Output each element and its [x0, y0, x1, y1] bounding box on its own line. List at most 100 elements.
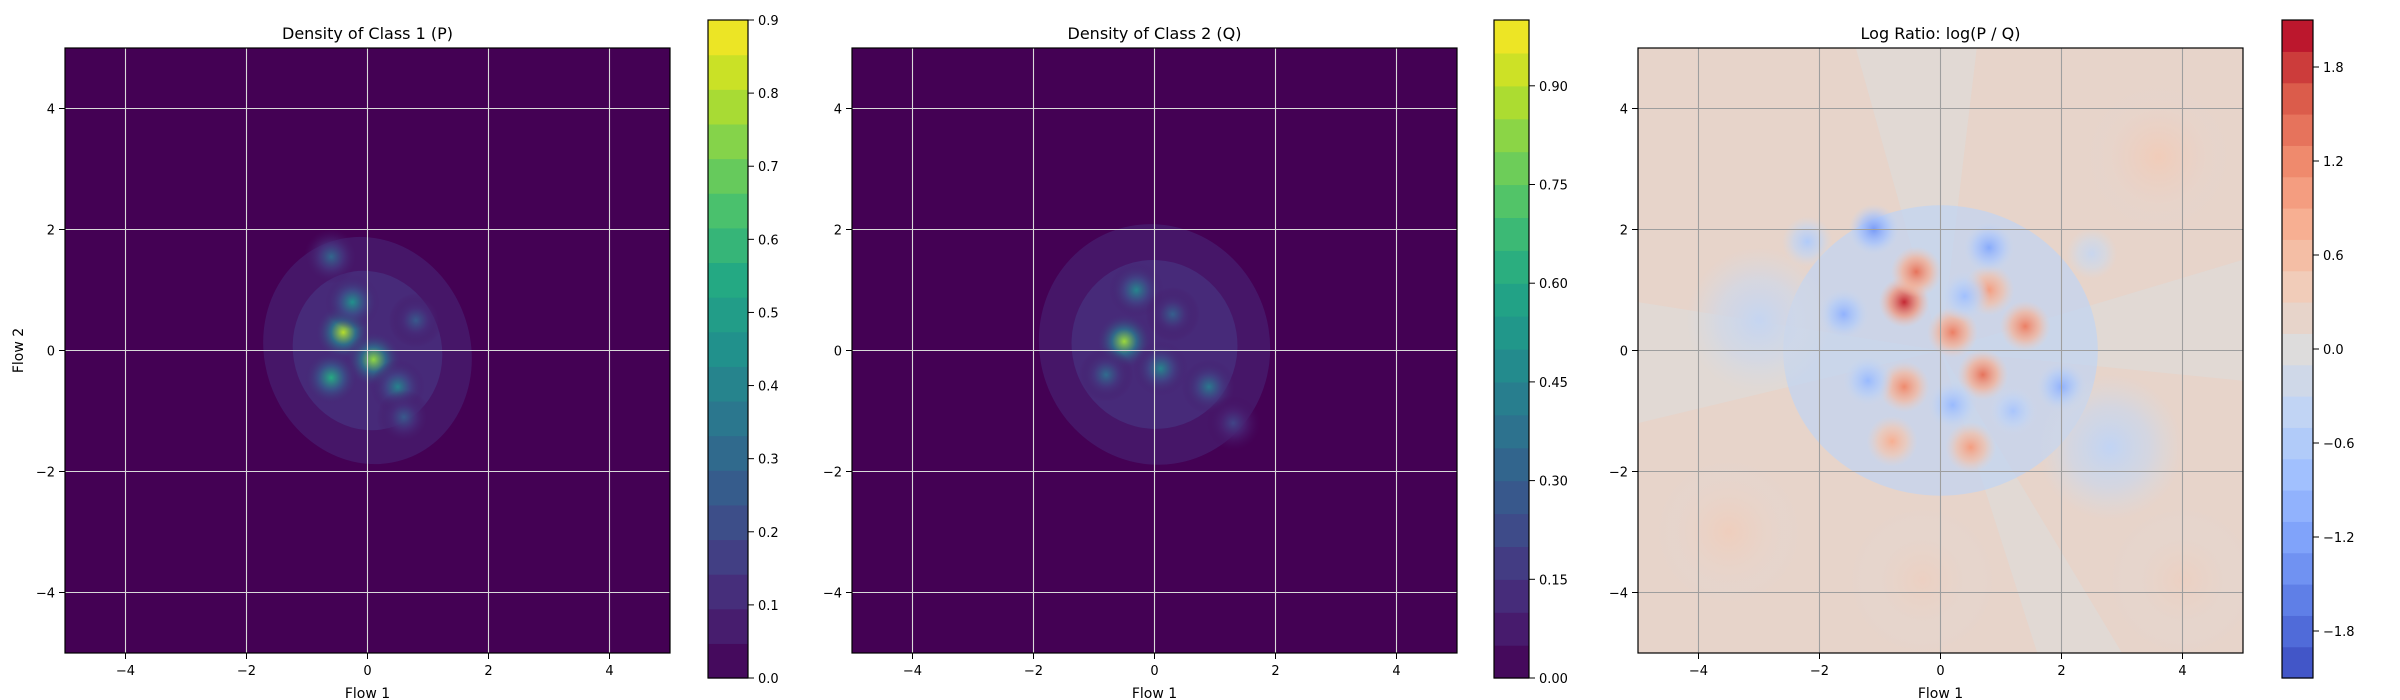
colorbar: 0.0 0.1 0.2 0.3 0.4 0.5 0.6 0.7 0.8 0.9 — [707, 14, 779, 687]
colorbar-tick-label: 0.5 — [758, 306, 779, 321]
colorbar-segment — [1494, 645, 1529, 679]
x-axis-label: Flow 1 — [1132, 686, 1177, 700]
y-tick-label: −2 — [823, 466, 842, 481]
colorbar-segment — [1494, 283, 1529, 317]
x-tick-label: −2 — [1810, 664, 1829, 679]
density-peak — [1133, 341, 1188, 396]
colorbar-segment — [1494, 579, 1529, 613]
colorbar-tick-label: 0.7 — [758, 160, 779, 175]
y-tick-label: 0 — [47, 345, 55, 360]
x-tick-label: 4 — [2178, 664, 2186, 679]
colorbar-segment — [1494, 151, 1529, 186]
colorbar-tick-label: 0.45 — [1539, 376, 1568, 391]
ratio-feature — [1781, 216, 1833, 268]
subplot-log-ratio: Log Ratio: log(P / Q) Flow 1 −4 −2 0 2 4 −4 −2… — [1609, 19, 2355, 700]
ratio-feature — [1939, 270, 1991, 322]
colorbar-segment — [1494, 20, 1529, 54]
colorbar-tick-label: 0.9 — [758, 14, 779, 29]
y-tick-label: −4 — [1609, 587, 1628, 602]
colorbar-tick-label: 0.3 — [758, 453, 779, 468]
density-peak — [388, 293, 444, 348]
colorbar-segment — [1494, 85, 1529, 120]
x-tick-label: 0 — [1150, 664, 1158, 679]
colorbar-tick-label: 0.0 — [758, 672, 779, 687]
ratio-feature — [2109, 507, 2243, 653]
x-axis-label: Flow 1 — [345, 686, 390, 700]
ratio-feature — [1866, 415, 1918, 467]
colorbar-segment — [708, 608, 748, 644]
colorbar-segment — [2282, 552, 2313, 585]
ratio-feature — [2037, 374, 2183, 520]
colorbar-segment — [708, 54, 748, 90]
colorbar-segment — [708, 158, 748, 194]
x-tick-label: 4 — [605, 664, 613, 679]
density-peak — [1145, 286, 1200, 342]
y-tick-label: 0 — [834, 345, 842, 360]
colorbar-segment — [708, 504, 748, 541]
colorbar-segment — [708, 331, 748, 367]
density-peak — [376, 389, 432, 445]
ratio-feature — [2085, 84, 2231, 230]
colorbar-tick-label: −1.2 — [2323, 531, 2355, 546]
colorbar-segment — [2282, 51, 2313, 84]
colorbar-segment — [708, 435, 748, 471]
colorbar-tick-label: 0.30 — [1539, 475, 1568, 490]
colorbar-segment — [2282, 270, 2313, 303]
plot-title: Density of Class 2 (Q) — [1068, 24, 1242, 43]
colorbar-segment — [2282, 646, 2313, 679]
colorbar-tick-label: 0.2 — [758, 526, 779, 541]
colorbar-segment — [708, 123, 748, 160]
x-tick-label: 4 — [1392, 664, 1400, 679]
colorbar-segment — [1494, 118, 1529, 153]
y-tick-label: 2 — [1620, 224, 1628, 239]
colorbar-segment — [2282, 145, 2313, 178]
y-tick-label: 4 — [834, 103, 842, 118]
colorbar-segment — [2282, 176, 2313, 209]
colorbar-segment — [2282, 427, 2313, 460]
x-tick-label: 2 — [1271, 664, 1279, 679]
colorbar-segment — [708, 643, 748, 679]
ratio-feature — [1999, 300, 2051, 352]
density-peak — [1078, 347, 1134, 402]
colorbar-tick-label: 1.2 — [2323, 155, 2344, 170]
y-tick-label: −4 — [823, 587, 842, 602]
colorbar-segment — [2282, 20, 2313, 52]
colorbar-segment — [2282, 302, 2313, 334]
colorbar-segment — [708, 193, 748, 229]
colorbar-segment — [708, 470, 748, 506]
x-axis-label: Flow 1 — [1918, 686, 1963, 700]
colorbar-tick-label: 0.6 — [758, 233, 779, 248]
colorbar-segment — [1494, 250, 1529, 284]
colorbar-segment — [1494, 447, 1529, 482]
ratio-feature — [1987, 385, 2039, 437]
colorbar-segment — [1494, 513, 1529, 547]
colorbar-segment — [708, 227, 748, 264]
colorbar-segment — [2282, 615, 2313, 648]
colorbar: 0.00 0.15 0.30 0.45 0.60 0.75 0.90 — [1493, 19, 1568, 687]
colorbar: −1.8 −1.2 −0.6 0.0 0.6 1.2 1.8 — [2281, 19, 2355, 679]
colorbar-tick-label: 0.90 — [1539, 80, 1568, 95]
x-tick-label: −4 — [903, 664, 922, 679]
subplot-density-class-1: Density of Class 1 (P) Flow 1 Flow 2 −4 −… — [11, 14, 779, 700]
x-tick-label: 2 — [2057, 664, 2065, 679]
colorbar-segment — [2282, 584, 2313, 616]
colorbar-segment — [2282, 82, 2313, 115]
colorbar-tick-label: 1.8 — [2323, 61, 2344, 76]
density-peak — [303, 229, 359, 284]
ratio-feature — [1656, 459, 1802, 605]
colorbar-tick-label: 0.60 — [1539, 277, 1568, 292]
colorbar-segment — [2282, 239, 2313, 272]
x-tick-label: −4 — [1689, 664, 1708, 679]
colorbar-segment — [2282, 114, 2313, 146]
colorbar-segment — [1494, 414, 1529, 449]
y-tick-label: 0 — [1620, 345, 1628, 360]
colorbar-segment — [1494, 316, 1529, 350]
colorbar-segment — [2282, 396, 2313, 428]
x-tick-label: 2 — [484, 664, 492, 679]
y-tick-label: −4 — [36, 587, 55, 602]
x-tick-label: −2 — [237, 664, 256, 679]
colorbar-segment — [708, 20, 748, 56]
x-tick-label: −2 — [1024, 664, 1043, 679]
colorbar-tick-label: 0.6 — [2323, 249, 2344, 264]
x-tick-label: 0 — [1936, 664, 1944, 679]
